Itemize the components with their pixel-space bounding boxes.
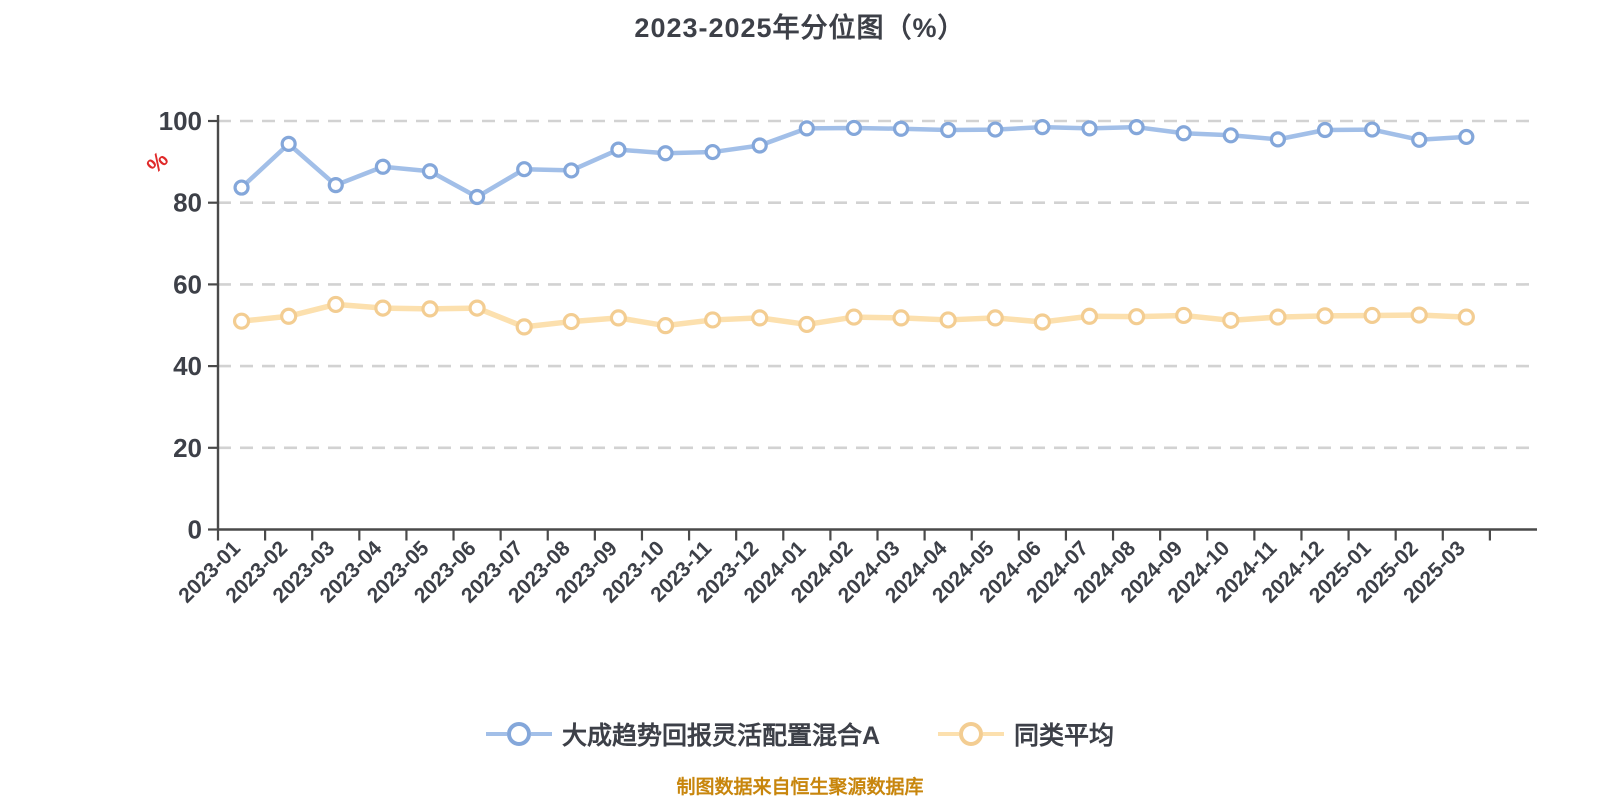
y-axis-label: 40 bbox=[173, 351, 202, 381]
data-point-marker bbox=[421, 163, 439, 180]
data-point-marker bbox=[1175, 306, 1193, 325]
data-point-marker bbox=[656, 317, 675, 335]
data-point-marker bbox=[939, 311, 957, 329]
legend-label-fund: 大成趋势回报灵活配置混合A bbox=[561, 722, 881, 750]
data-point-marker bbox=[563, 162, 580, 179]
data-point-marker bbox=[892, 309, 910, 327]
legend-marker-fund-icon bbox=[485, 722, 552, 746]
data-point-marker bbox=[1410, 306, 1428, 324]
chart-source-caption: 制图数据来自恒生聚源数据库 bbox=[676, 777, 924, 798]
data-point-marker bbox=[1127, 308, 1146, 326]
data-point-marker bbox=[798, 120, 815, 137]
data-point-marker bbox=[751, 137, 768, 154]
data-point-marker bbox=[704, 143, 721, 161]
legend-item-fund: 大成趋势回报灵活配置混合A bbox=[485, 716, 881, 752]
data-point-marker bbox=[986, 309, 1004, 327]
data-point-marker bbox=[987, 121, 1004, 138]
data-point-marker bbox=[1034, 119, 1051, 136]
data-point-marker bbox=[1269, 308, 1287, 326]
data-point-marker bbox=[1364, 121, 1381, 138]
data-point-marker bbox=[1363, 306, 1381, 325]
data-point-marker bbox=[1458, 128, 1475, 146]
data-point-marker bbox=[1222, 127, 1239, 144]
data-point-marker bbox=[1222, 311, 1240, 329]
data-point-marker bbox=[609, 309, 628, 327]
data-point-marker bbox=[1316, 121, 1334, 139]
percentile-line-chart: 020406080100%2023-012023-022023-032023-0… bbox=[142, 106, 1537, 608]
chart-legend: 大成趋势回报灵活配置混合A 同类平均 bbox=[0, 716, 1600, 752]
data-point-marker bbox=[657, 145, 674, 162]
y-axis-unit-label: % bbox=[142, 147, 174, 179]
data-point-marker bbox=[1033, 313, 1051, 331]
data-point-marker bbox=[704, 311, 722, 329]
data-point-marker bbox=[562, 312, 580, 331]
y-axis-label: 20 bbox=[173, 433, 202, 463]
y-axis-label: 100 bbox=[159, 106, 202, 136]
legend-label-average: 同类平均 bbox=[1014, 722, 1115, 750]
data-point-marker bbox=[798, 315, 816, 334]
data-point-marker bbox=[374, 158, 391, 175]
data-point-marker bbox=[468, 299, 486, 317]
legend-item-average: 同类平均 bbox=[938, 716, 1114, 752]
data-point-marker bbox=[940, 121, 957, 139]
data-point-marker bbox=[280, 307, 298, 325]
data-point-marker bbox=[327, 177, 344, 194]
data-point-marker bbox=[1411, 131, 1428, 148]
data-point-marker bbox=[610, 141, 627, 158]
data-point-marker bbox=[892, 120, 910, 137]
y-axis-label: 60 bbox=[173, 269, 202, 299]
y-axis-label: 0 bbox=[188, 515, 202, 545]
chart-title: 2023-2025年分位图（%） bbox=[634, 13, 966, 43]
data-point-marker bbox=[516, 161, 533, 178]
data-point-marker bbox=[1128, 119, 1145, 136]
data-point-marker bbox=[468, 188, 486, 206]
data-point-marker bbox=[1175, 125, 1192, 142]
data-point-marker bbox=[1081, 120, 1098, 137]
data-point-marker bbox=[845, 119, 863, 137]
data-point-marker bbox=[1269, 131, 1287, 148]
data-point-marker bbox=[845, 308, 863, 326]
data-point-marker bbox=[232, 312, 251, 330]
data-point-marker bbox=[421, 300, 439, 318]
data-point-marker bbox=[751, 309, 769, 327]
data-point-marker bbox=[233, 179, 250, 196]
data-point-marker bbox=[327, 295, 345, 314]
data-point-marker bbox=[1080, 307, 1099, 325]
data-point-marker bbox=[1457, 308, 1475, 326]
data-point-marker bbox=[280, 135, 297, 152]
legend-marker-average-icon bbox=[938, 722, 1005, 746]
y-axis-label: 80 bbox=[173, 188, 202, 218]
data-point-marker bbox=[515, 318, 533, 336]
data-point-marker bbox=[1316, 307, 1334, 325]
data-point-marker bbox=[374, 299, 392, 317]
